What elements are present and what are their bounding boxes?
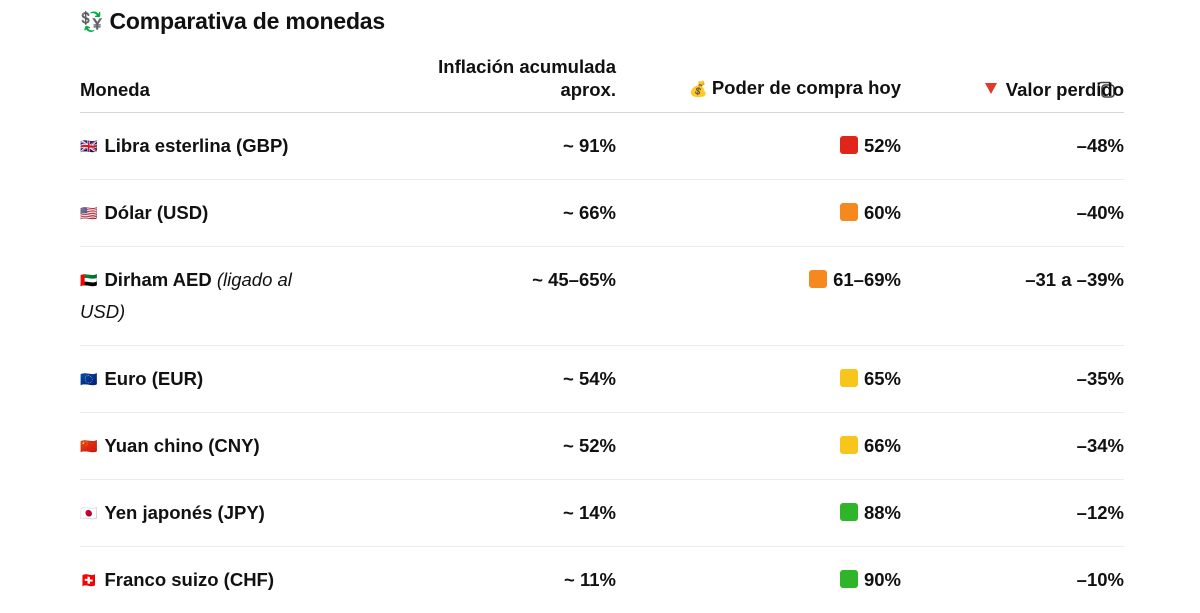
inflation-value: ~ 11% [340, 547, 616, 613]
inflation-value: ~ 45–65% [340, 247, 616, 346]
value-lost-value: –48% [901, 113, 1124, 180]
purchasing-power-cell: 61–69% [616, 247, 901, 346]
inflation-value: ~ 66% [340, 180, 616, 247]
purchasing-power-value: 90% [864, 569, 901, 590]
currency-note: (ligado al [217, 269, 292, 290]
purchasing-power-cell: 60% [616, 180, 901, 247]
purchasing-power-value: 66% [864, 435, 901, 456]
currency-name: Yuan chino (CNY) [104, 435, 259, 456]
purchasing-power-cell: 88% [616, 480, 901, 547]
inflation-value: ~ 14% [340, 480, 616, 547]
inflation-value: ~ 54% [340, 346, 616, 413]
table-row: 🇨🇭 Franco suizo (CHF) ~ 11% 90% –10% [80, 547, 1124, 613]
header-currency: Moneda [80, 55, 340, 113]
power-level-square-icon [840, 369, 858, 387]
page-title: 💱 Comparativa de monedas [80, 8, 385, 35]
flag-icon: 🇬🇧 [80, 130, 97, 162]
power-level-square-icon [809, 270, 827, 288]
table-row: 🇯🇵 Yen japonés (JPY) ~ 14% 88% –12% [80, 480, 1124, 547]
currency-cell: 🇬🇧 Libra esterlina (GBP) [80, 113, 340, 180]
currency-cell: 🇦🇪 Dirham AED (ligado al USD) [80, 247, 340, 346]
money-bag-icon: 💰 [689, 81, 708, 98]
currency-note-line2: USD) [80, 301, 125, 322]
flag-icon: 🇪🇺 [80, 363, 97, 395]
currency-cell: 🇯🇵 Yen japonés (JPY) [80, 480, 340, 547]
currency-name: Franco suizo (CHF) [104, 569, 274, 590]
value-lost-value: –35% [901, 346, 1124, 413]
purchasing-power-value: 52% [864, 135, 901, 156]
table-row: 🇬🇧 Libra esterlina (GBP) ~ 91% 52% –48% [80, 113, 1124, 180]
power-level-square-icon [840, 570, 858, 588]
table-header-row: Moneda Inflación acumulada aprox. 💰Poder… [80, 55, 1124, 113]
flag-icon: 🇨🇭 [80, 564, 97, 596]
purchasing-power-value: 88% [864, 502, 901, 523]
currency-cell: 🇺🇸 Dólar (USD) [80, 180, 340, 247]
purchasing-power-cell: 90% [616, 547, 901, 613]
currency-name: Euro (EUR) [104, 368, 203, 389]
purchasing-power-value: 60% [864, 202, 901, 223]
currency-name: Yen japonés (JPY) [104, 502, 264, 523]
flag-icon: 🇺🇸 [80, 197, 97, 229]
currency-name: Libra esterlina (GBP) [104, 135, 288, 156]
table-row: 🇨🇳 Yuan chino (CNY) ~ 52% 66% –34% [80, 413, 1124, 480]
purchasing-power-cell: 66% [616, 413, 901, 480]
red-triangle-down-icon [985, 83, 997, 94]
currency-cell: 🇨🇭 Franco suizo (CHF) [80, 547, 340, 613]
header-purchasing-power-label: Poder de compra hoy [712, 77, 901, 98]
inflation-value: ~ 91% [340, 113, 616, 180]
currency-name: Dirham AED [104, 269, 211, 290]
value-lost-value: –34% [901, 413, 1124, 480]
page-title-text: Comparativa de monedas [109, 8, 385, 35]
value-lost-value: –31 a –39% [901, 247, 1124, 346]
flag-icon: 🇦🇪 [80, 264, 97, 296]
value-lost-value: –10% [901, 547, 1124, 613]
currency-name: Dólar (USD) [104, 202, 208, 223]
header-value-lost: Valor perdido [901, 55, 1124, 113]
header-inflation-line1: Inflación acumulada [438, 56, 616, 77]
header-value-lost-label: Valor perdido [1006, 79, 1124, 100]
value-lost-value: –40% [901, 180, 1124, 247]
power-level-square-icon [840, 136, 858, 154]
header-inflation-line2: aprox. [560, 79, 616, 100]
inflation-value: ~ 52% [340, 413, 616, 480]
purchasing-power-value: 61–69% [833, 269, 901, 290]
value-lost-value: –12% [901, 480, 1124, 547]
currency-cell: 🇨🇳 Yuan chino (CNY) [80, 413, 340, 480]
purchasing-power-cell: 65% [616, 346, 901, 413]
power-level-square-icon [840, 503, 858, 521]
purchasing-power-value: 65% [864, 368, 901, 389]
power-level-square-icon [840, 436, 858, 454]
table-row: 🇪🇺 Euro (EUR) ~ 54% 65% –35% [80, 346, 1124, 413]
currency-comparison-table: Moneda Inflación acumulada aprox. 💰Poder… [80, 55, 1124, 613]
power-level-square-icon [840, 203, 858, 221]
purchasing-power-cell: 52% [616, 113, 901, 180]
currency-exchange-icon: 💱 [80, 10, 103, 34]
table-row: 🇦🇪 Dirham AED (ligado al USD) ~ 45–65% 61–… [80, 247, 1124, 346]
currency-cell: 🇪🇺 Euro (EUR) [80, 346, 340, 413]
header-inflation: Inflación acumulada aprox. [340, 55, 616, 113]
table-row: 🇺🇸 Dólar (USD) ~ 66% 60% –40% [80, 180, 1124, 247]
flag-icon: 🇨🇳 [80, 430, 97, 462]
header-purchasing-power: 💰Poder de compra hoy [616, 55, 901, 113]
flag-icon: 🇯🇵 [80, 497, 97, 529]
